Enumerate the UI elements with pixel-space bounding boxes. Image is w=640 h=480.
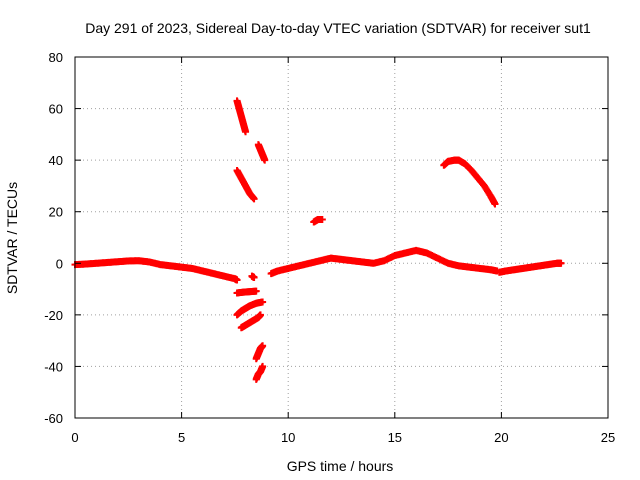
data-point	[491, 200, 499, 208]
data-points	[71, 97, 565, 383]
x-tick-label: 5	[178, 430, 185, 445]
y-tick-label: 20	[49, 205, 63, 220]
series-arc-3	[254, 141, 269, 164]
series-arc-11	[440, 156, 499, 208]
series-main	[71, 257, 241, 284]
y-tick-label: -40	[44, 359, 63, 374]
chart-title: Day 291 of 2023, Sidereal Day-to-day VTE…	[85, 20, 591, 36]
data-point	[259, 342, 267, 350]
data-point	[250, 195, 258, 203]
plot-frame	[74, 56, 609, 419]
x-axis-label: GPS time / hours	[287, 458, 394, 474]
data-point	[318, 215, 326, 223]
ticks	[74, 56, 609, 419]
x-tick-labels: 0 5 10 15 20 25	[71, 430, 615, 445]
x-tick-label: 10	[281, 430, 295, 445]
y-tick-label: -20	[44, 308, 63, 323]
series-arc-1	[233, 97, 250, 136]
x-tick-label: 20	[494, 430, 508, 445]
series-main-3	[495, 259, 565, 276]
series-arc-6	[233, 298, 267, 319]
y-tick-label: 0	[56, 256, 63, 271]
series-arc-5	[248, 272, 258, 281]
series-main-2	[267, 246, 501, 278]
data-point	[256, 311, 264, 319]
series-arc-4	[233, 287, 260, 297]
y-tick-label: 60	[49, 102, 63, 117]
x-tick-label: 25	[601, 430, 615, 445]
data-point	[252, 287, 260, 295]
data-point	[259, 362, 267, 370]
y-tick-label: 80	[49, 50, 63, 65]
series-arc-9	[252, 362, 267, 383]
data-point	[261, 156, 269, 164]
y-tick-labels: -60 -40 -20 0 20 40 60 80	[44, 50, 63, 426]
y-tick-label: 40	[49, 153, 63, 168]
x-tick-label: 0	[71, 430, 78, 445]
series-arc-7	[237, 311, 264, 332]
series-arc-10	[310, 215, 326, 226]
data-point	[557, 259, 565, 267]
data-point	[250, 273, 258, 281]
y-tick-label: -60	[44, 411, 63, 426]
data-point	[259, 298, 267, 306]
series-arc-2	[233, 166, 258, 203]
series-arc-8	[252, 342, 267, 363]
x-tick-label: 15	[388, 430, 402, 445]
y-axis-label: SDTVAR / TECUs	[4, 182, 20, 294]
data-point	[233, 276, 241, 284]
data-point	[242, 128, 250, 136]
